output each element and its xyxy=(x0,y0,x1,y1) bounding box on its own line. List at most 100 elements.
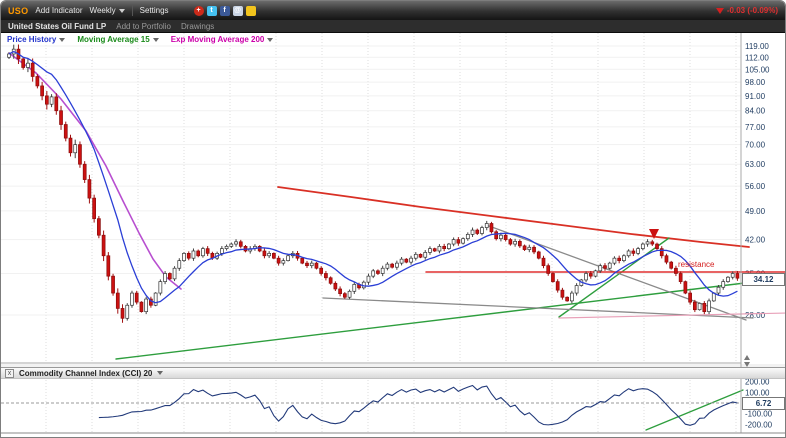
legend-label: Price History xyxy=(7,35,57,44)
share-icon[interactable]: + xyxy=(193,5,204,16)
chevron-down-icon xyxy=(267,37,274,42)
drawings-link[interactable]: Drawings xyxy=(180,21,215,31)
price-axis-label: 42.00 xyxy=(745,236,766,245)
down-arrow-icon xyxy=(715,7,724,14)
close-icon[interactable]: x xyxy=(5,368,14,378)
cci-panel-title[interactable]: Commodity Channel Index (CCI) 20 xyxy=(19,368,153,378)
candle-body xyxy=(461,238,465,244)
candle-body xyxy=(134,292,139,303)
candle-body xyxy=(645,241,650,245)
candle-body xyxy=(262,250,267,257)
candle-body xyxy=(399,258,404,264)
legend-item-0[interactable]: Price History xyxy=(7,35,66,44)
candle-body xyxy=(385,263,390,269)
candle-body xyxy=(333,282,338,290)
candle-body xyxy=(120,308,125,319)
candle-body xyxy=(432,248,437,252)
candle-body xyxy=(527,246,532,250)
candle-body xyxy=(418,253,423,258)
candle-body xyxy=(565,296,569,302)
price-change-indicator: -0.03 (-0.09%) xyxy=(715,6,778,15)
legend-item-1[interactable]: Moving Average 15 xyxy=(77,35,159,44)
mail-icon[interactable]: @ xyxy=(232,5,243,16)
indicator-legend: Price History Moving Average 15 Exp Moving… xyxy=(7,35,274,44)
candle-body xyxy=(423,252,428,258)
candle-body xyxy=(305,262,309,267)
cci-axis-label: 200.00 xyxy=(745,378,770,387)
price-axis-label: 77.00 xyxy=(745,123,766,132)
candle-body xyxy=(390,263,394,268)
price-axis-label: 49.00 xyxy=(745,207,766,216)
candle-body xyxy=(536,251,541,259)
candle-body xyxy=(7,53,11,58)
price-axis-label: 105.00 xyxy=(745,65,770,74)
candle-body xyxy=(352,284,357,292)
price-axis-label: 63.00 xyxy=(745,160,766,169)
candle-body xyxy=(716,286,721,294)
candle-body xyxy=(574,285,579,294)
resistance-annotation: resistance xyxy=(678,260,715,269)
price-axis-label: 84.00 xyxy=(745,107,766,116)
chat-icon[interactable] xyxy=(245,5,256,16)
candle-body xyxy=(683,281,688,294)
candle-body xyxy=(593,270,598,277)
candle-body xyxy=(272,253,276,259)
candle-body xyxy=(158,281,163,294)
add-indicator-button[interactable]: Add Indicator xyxy=(35,6,83,15)
facebook-icon[interactable]: f xyxy=(219,5,230,16)
add-to-portfolio-link[interactable]: Add to Portfolio xyxy=(116,21,171,31)
candle-body xyxy=(489,223,494,233)
candle-body xyxy=(111,275,115,294)
trendline-uptrend-steep[interactable] xyxy=(558,237,670,318)
scroll-down-icon[interactable] xyxy=(744,362,750,367)
chevron-down-icon xyxy=(59,37,66,42)
candle-body xyxy=(508,239,513,245)
candle-body xyxy=(484,223,489,228)
price-axis-label: 28.00 xyxy=(745,311,766,320)
candle-body xyxy=(220,248,224,254)
candle-body xyxy=(607,262,612,269)
symbol-subbar: United States Oil Fund LP Add to Portfol… xyxy=(1,20,785,33)
twitter-icon[interactable]: t xyxy=(206,5,217,16)
scroll-up-icon[interactable] xyxy=(744,355,750,360)
candle-body xyxy=(475,229,480,234)
candle-body xyxy=(63,124,68,139)
moving-average-line xyxy=(8,50,738,304)
social-icon-group: + t f @ xyxy=(193,5,256,16)
candle-body xyxy=(584,273,588,281)
candle-body xyxy=(21,58,26,68)
candle-body xyxy=(328,277,333,284)
candle-body xyxy=(92,197,96,220)
price-axis-label: 91.00 xyxy=(745,92,766,101)
candle-body xyxy=(26,62,30,68)
candle-body xyxy=(115,292,120,309)
settings-button[interactable]: Settings xyxy=(139,6,169,15)
candle-body xyxy=(257,245,262,252)
candle-body xyxy=(366,275,371,283)
chart-canvas[interactable]: 119.00 112.00 105.00 98.00 91.00 84.00 77.00 70… xyxy=(1,33,786,438)
candle-body xyxy=(655,243,659,250)
panel-splitter[interactable] xyxy=(1,364,786,367)
trendline-uptrend-long[interactable] xyxy=(115,281,754,360)
candle-body xyxy=(276,257,281,264)
candle-body xyxy=(338,288,342,294)
timeframe-dropdown[interactable]: Weekly xyxy=(90,6,125,15)
trendline-base-gray[interactable] xyxy=(322,297,754,319)
trendline-cci-uptrend[interactable] xyxy=(645,389,744,431)
candle-body xyxy=(588,273,593,277)
chevron-down-icon xyxy=(152,37,159,42)
trendline-lower-pink[interactable] xyxy=(558,312,786,319)
ticker-symbol[interactable]: USO xyxy=(8,5,29,16)
legend-item-2[interactable]: Exp Moving Average 200 xyxy=(171,35,274,44)
candle-body xyxy=(30,62,35,77)
cci-value-marker: 6.72 xyxy=(742,396,785,410)
candle-body xyxy=(735,273,740,279)
candle-body xyxy=(451,239,456,245)
candle-body xyxy=(631,250,636,254)
trendline-ema200-late[interactable] xyxy=(277,186,750,248)
candle-body xyxy=(125,304,130,319)
chevron-down-icon xyxy=(118,8,125,13)
trendline-ema200-early[interactable] xyxy=(8,52,182,290)
candle-body xyxy=(229,243,234,247)
candle-body xyxy=(234,241,238,245)
